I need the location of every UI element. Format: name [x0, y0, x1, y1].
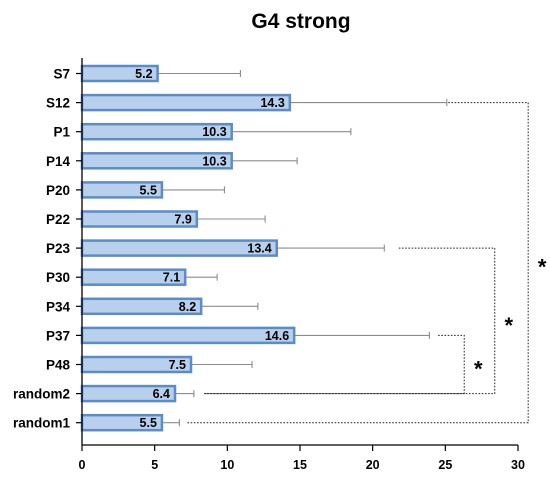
- data-label-p22: 7.9: [174, 213, 191, 227]
- data-label-random1: 5.5: [140, 416, 157, 430]
- category-label-p30: P30: [46, 270, 70, 285]
- category-label-p23: P23: [46, 241, 71, 256]
- bar-p37: [82, 328, 294, 343]
- data-label-s12: 14.3: [260, 96, 284, 110]
- bar-s12: [82, 95, 290, 110]
- x-tick-label-20: 20: [366, 458, 380, 472]
- chart-title: G4 strong: [251, 10, 350, 33]
- data-label-p20: 5.5: [140, 183, 157, 197]
- x-tick-label-15: 15: [293, 458, 307, 472]
- category-label-s12: S12: [46, 96, 70, 111]
- significance-bracket-1: *: [187, 103, 547, 423]
- x-tick-label-25: 25: [438, 458, 452, 472]
- data-label-random2: 6.4: [153, 387, 170, 401]
- x-tick-label-0: 0: [79, 458, 86, 472]
- significance-bracket-2: *: [204, 248, 513, 394]
- x-tick-label-30: 30: [511, 458, 525, 472]
- category-label-p20: P20: [46, 183, 70, 198]
- significance-brackets: * * *: [187, 103, 547, 423]
- category-label-p48: P48: [46, 358, 71, 373]
- category-label-p1: P1: [53, 125, 70, 140]
- data-label-p37: 14.6: [265, 329, 289, 343]
- category-label-s7: S7: [53, 67, 70, 82]
- data-label-p14: 10.3: [202, 154, 226, 168]
- category-label-random2: random2: [13, 387, 70, 402]
- significance-star: *: [538, 255, 547, 280]
- category-label-p14: P14: [46, 154, 71, 169]
- category-label-p37: P37: [46, 328, 70, 343]
- data-label-p34: 8.2: [179, 300, 196, 314]
- data-label-p1: 10.3: [202, 125, 226, 139]
- axes: S7 S12 P1 P14 P20 P22 P23 P30 P34 P37 P48 random2 ra…: [13, 58, 525, 472]
- category-label-p22: P22: [46, 212, 70, 227]
- data-label-s7: 5.2: [135, 67, 152, 81]
- category-label-random1: random1: [13, 416, 71, 431]
- data-label-p30: 7.1: [163, 271, 180, 285]
- significance-star: *: [474, 357, 483, 382]
- x-tick-label-5: 5: [151, 458, 158, 472]
- data-label-p48: 7.5: [169, 358, 186, 372]
- category-label-p34: P34: [46, 299, 71, 314]
- bracket-line: [204, 248, 495, 394]
- significance-star: *: [504, 313, 513, 338]
- data-label-p23: 13.4: [247, 242, 271, 256]
- x-tick-label-10: 10: [220, 458, 234, 472]
